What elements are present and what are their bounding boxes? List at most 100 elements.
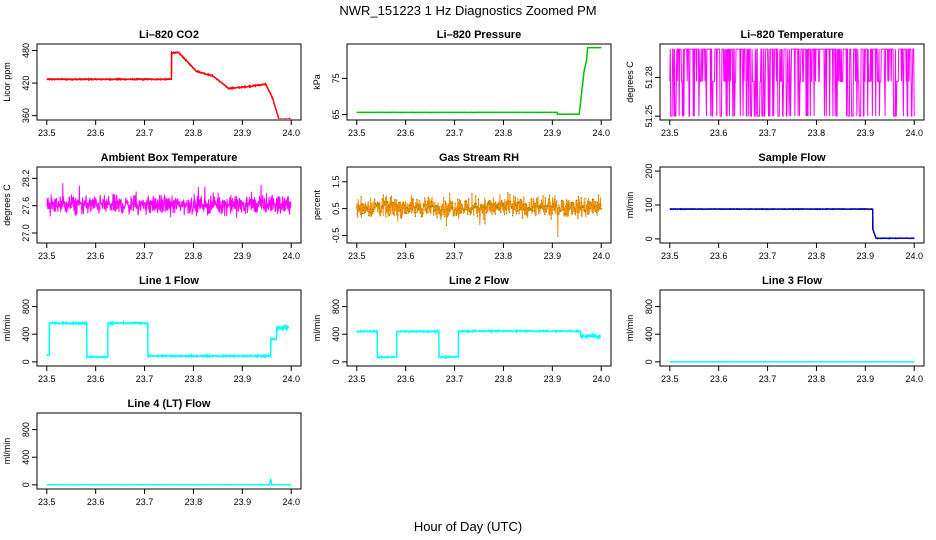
y-tick-label: 1.5 (331, 176, 341, 189)
data-point (491, 213, 493, 216)
data-point (462, 207, 464, 210)
data-point (587, 206, 589, 208)
data-point (547, 198, 550, 200)
y-axis-label: ml/min (2, 315, 12, 342)
data-point (502, 202, 505, 204)
data-layer (356, 328, 601, 360)
data-point (523, 212, 526, 214)
data-point (429, 205, 432, 208)
data-point (392, 213, 394, 215)
data-point (464, 204, 467, 206)
data-point (586, 213, 589, 215)
x-tick-label: 24.0 (592, 128, 610, 138)
data-point (591, 210, 593, 212)
data-point (598, 208, 601, 210)
data-point (576, 203, 579, 206)
data-point (467, 198, 470, 200)
data-layer (46, 478, 292, 486)
data-point (378, 202, 380, 204)
data-point (381, 207, 383, 209)
x-tick-label: 24.0 (282, 251, 300, 261)
data-point (414, 206, 416, 209)
x-tick-label: 23.7 (136, 128, 154, 138)
data-point (547, 204, 549, 207)
data-point (410, 204, 412, 207)
data-point (476, 206, 478, 208)
x-tick-label: 23.7 (446, 374, 464, 384)
data-point (410, 212, 413, 214)
data-point (453, 215, 455, 217)
data-point (479, 205, 482, 207)
data-point (514, 203, 516, 205)
data-point (466, 208, 468, 211)
data-point (415, 206, 418, 208)
y-tick-label: -0.5 (331, 228, 341, 244)
x-tick-label: 23.6 (710, 251, 728, 261)
data-point (496, 207, 498, 209)
data-point (415, 212, 417, 214)
data-point (459, 207, 461, 209)
plot-frame (659, 289, 925, 367)
x-tick-label: 23.5 (348, 128, 366, 138)
x-tick-label: 23.6 (710, 374, 728, 384)
series-steps (669, 208, 915, 239)
y-tick-label: 0.5 (331, 202, 341, 215)
data-point (540, 207, 542, 209)
data-point (482, 204, 484, 206)
data-point (545, 211, 548, 213)
plot-frame (36, 412, 302, 490)
data-point (474, 206, 476, 208)
data-point (441, 209, 444, 211)
data-point (356, 213, 359, 215)
data-point (464, 200, 466, 203)
data-point (567, 205, 570, 207)
data-point (469, 214, 472, 216)
data-point (521, 200, 523, 203)
y-axis-label: degrees C (625, 61, 635, 103)
data-point (376, 205, 378, 207)
data-point (360, 195, 362, 198)
data-point (500, 202, 502, 204)
plot-frame (659, 166, 925, 244)
data-point (408, 205, 411, 207)
x-tick-label: 23.8 (495, 251, 513, 261)
data-point (472, 213, 475, 216)
data-point (489, 207, 492, 209)
data-point (523, 209, 525, 211)
data-point (418, 208, 420, 211)
data-point (370, 211, 372, 214)
data-point (536, 201, 539, 204)
data-point (560, 209, 562, 212)
data-layer (669, 48, 915, 117)
data-layer (356, 46, 602, 116)
data-point (393, 214, 395, 217)
data-point (359, 207, 361, 210)
data-point (465, 200, 468, 202)
data-point (470, 207, 472, 209)
data-point (525, 213, 527, 215)
data-point (598, 204, 600, 206)
x-tick-label: 23.7 (759, 251, 777, 261)
panel-title: Line 4 (LT) Flow (128, 398, 211, 410)
data-point (400, 217, 403, 219)
panel-9: Line 3 Flow 23.5 23.6 23.7 23.8 23.9 24.0 0 400 8… (625, 275, 925, 384)
data-point (520, 199, 523, 201)
y-tick-label: 28.2 (21, 170, 31, 188)
data-point (532, 210, 534, 212)
data-point (573, 208, 576, 210)
data-point (567, 207, 569, 210)
data-point (423, 197, 426, 199)
data-point (478, 211, 481, 214)
data-point (553, 209, 555, 211)
data-point (512, 212, 514, 214)
data-point (439, 212, 441, 214)
data-point (538, 204, 540, 207)
x-tick-label: 24.0 (592, 251, 610, 261)
data-point (397, 206, 399, 209)
data-point (528, 209, 530, 211)
data-point (507, 192, 509, 194)
data-point (582, 206, 584, 208)
data-point (386, 201, 388, 204)
panel-title: Line 3 Flow (762, 275, 822, 287)
data-point (477, 206, 479, 209)
